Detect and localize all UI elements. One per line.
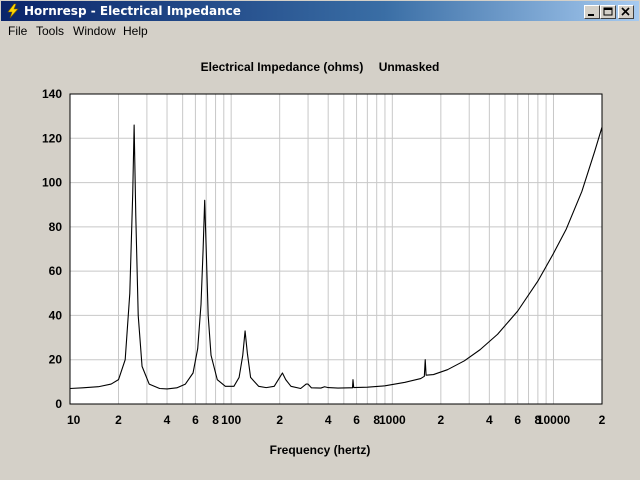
y-tick-label: 120 (42, 131, 62, 145)
x-tick-label: 10 (67, 413, 81, 427)
plot-border (69, 93, 603, 405)
y-tick-label: 100 (42, 176, 62, 190)
x-tick-label: 8 (212, 413, 219, 427)
x-tick-label: 4 (325, 413, 332, 427)
menu-file[interactable]: File (8, 24, 28, 38)
x-tick-label: 4 (164, 413, 171, 427)
menu-help[interactable]: Help (123, 24, 148, 38)
menu-bar: File Tools Window Help (0, 21, 640, 40)
x-tick-label: 2 (276, 413, 283, 427)
minimize-button[interactable] (584, 5, 600, 19)
impedance-curve (69, 124, 603, 390)
x-tick-label: 8 (373, 413, 380, 427)
minimize-icon (588, 14, 594, 16)
plot-area (70, 94, 602, 404)
x-tick-label: 6 (514, 413, 521, 427)
menu-window[interactable]: Window (73, 24, 116, 38)
x-tick-label: 2 (115, 413, 122, 427)
x-tick-label: 2 (437, 413, 444, 427)
y-tick-label: 80 (49, 220, 63, 234)
y-tick-label: 40 (49, 308, 63, 322)
x-tick-label: 100 (221, 413, 241, 427)
lightning-icon (7, 3, 19, 19)
y-tick-label: 60 (49, 264, 63, 278)
mask-status: Unmasked (378, 60, 440, 74)
x-tick-label: 6 (192, 413, 199, 427)
chart-title-row: Electrical Impedance (ohms) Unmasked (0, 60, 640, 74)
chart-title: Electrical Impedance (ohms) (200, 60, 364, 74)
close-button[interactable] (618, 5, 634, 19)
y-tick-label: 20 (49, 353, 63, 367)
x-tick-label: 2 (599, 413, 606, 427)
close-icon (621, 7, 630, 16)
x-tick-label: 10000 (537, 413, 571, 427)
x-tick-label: 1000 (379, 413, 406, 427)
x-tick-label: 8 (535, 413, 542, 427)
x-tick-label: 6 (353, 413, 360, 427)
y-tick-label: 140 (42, 87, 62, 101)
y-tick-label: 0 (55, 397, 62, 411)
maximize-icon (603, 7, 613, 16)
menu-tools[interactable]: Tools (36, 24, 65, 38)
x-tick-label: 4 (486, 413, 493, 427)
maximize-button[interactable] (600, 5, 616, 19)
x-axis-label: Frequency (hertz) (269, 443, 371, 457)
window-title: Hornresp - Electrical Impedance (24, 4, 241, 18)
window-titlebar[interactable]: Hornresp - Electrical Impedance (0, 0, 640, 21)
